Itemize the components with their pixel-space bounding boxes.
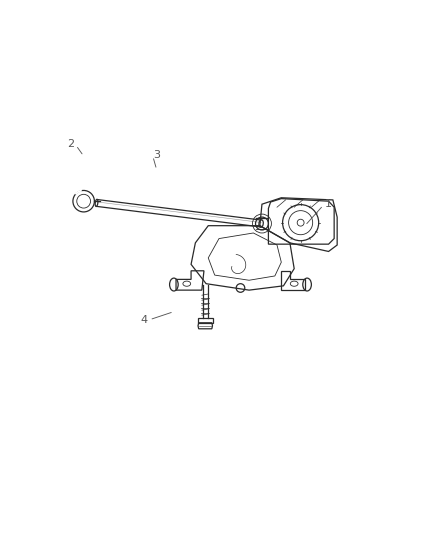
Text: 1: 1 <box>325 199 332 209</box>
Text: 2: 2 <box>67 139 74 149</box>
Text: 4: 4 <box>140 315 147 325</box>
Text: 3: 3 <box>153 150 160 160</box>
